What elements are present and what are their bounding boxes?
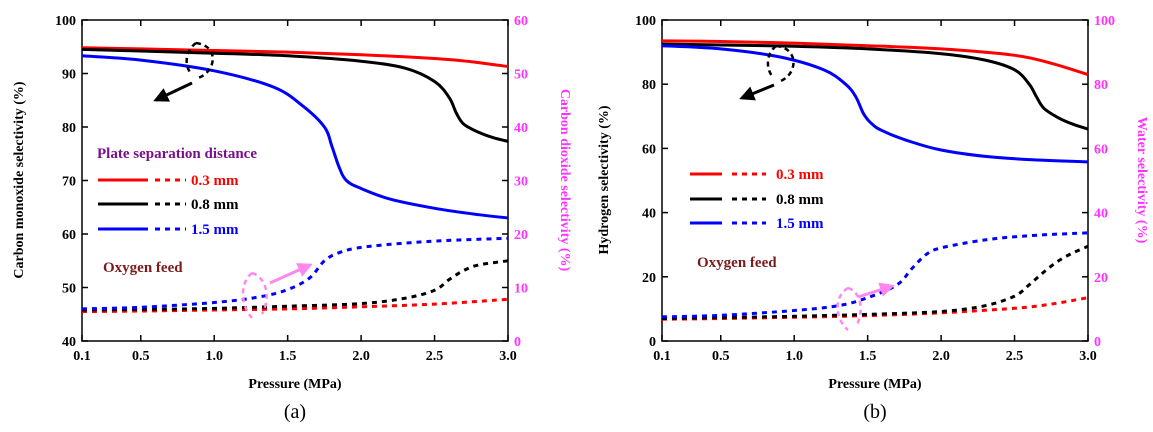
x-tick-label: 3.0 xyxy=(499,349,517,364)
y2-tick-label: 100 xyxy=(1094,14,1115,29)
legend-label: 1.5 mm xyxy=(776,216,824,232)
legend-label: 0.3 mm xyxy=(191,173,239,189)
oxygen-feed-annotation: Oxygen feed xyxy=(103,260,183,276)
arrow-ellipse-icon xyxy=(775,44,795,84)
y2-tick-label: 10 xyxy=(514,282,528,297)
x-tick-label: 1.0 xyxy=(785,349,803,364)
y2-tick-label: 50 xyxy=(514,68,528,83)
y2-axis-label: Water selectivity (%) xyxy=(1134,117,1149,244)
x-tick-label: 2.0 xyxy=(932,349,950,364)
series-line-0-8-mm-solid xyxy=(81,47,509,143)
y-tick-label: 60 xyxy=(62,228,76,243)
x-tick-label: 1.5 xyxy=(279,349,297,364)
x-tick-label: 1.0 xyxy=(205,349,223,364)
legend-label: 0.3 mm xyxy=(776,167,824,183)
legend-label: 0.8 mm xyxy=(191,197,239,213)
y2-tick-label: 60 xyxy=(1094,142,1108,157)
x-axis-label: Pressure (MPa) xyxy=(248,377,342,392)
trend-arrow-icon xyxy=(857,282,895,299)
series-line-1-5-mm-dashed xyxy=(661,231,1089,319)
panel-b: 0.1 0.5 1.0 1.5 2.0 2.5 3.00204060801000204060… xyxy=(597,14,1149,423)
series-line-0-3-mm-solid xyxy=(661,39,1089,77)
legend-label: 1.5 mm xyxy=(191,222,239,238)
arrow-ellipse-icon xyxy=(185,41,197,73)
y-tick-label: 80 xyxy=(642,78,656,93)
y-tick-label: 100 xyxy=(55,14,76,29)
arrow-ellipse-icon xyxy=(241,272,253,319)
legend: 0.3 mm 0.8 mm 1.5 mm xyxy=(98,173,239,238)
y-tick-label: 80 xyxy=(62,121,76,136)
series-line-0-8-mm-solid xyxy=(661,42,1089,131)
y-tick-label: 70 xyxy=(62,175,76,190)
y-axis-label: Hydrogen selectivity (%) xyxy=(597,105,612,254)
y2-tick-label: 0 xyxy=(514,335,521,350)
y2-tick-label: 30 xyxy=(514,175,528,190)
series-line-0-8-mm-dashed xyxy=(81,259,509,312)
arrow-ellipse-icon xyxy=(251,271,268,315)
series-line-1-5-mm-solid xyxy=(661,44,1089,164)
y2-tick-label: 20 xyxy=(1094,271,1108,286)
series-line-0-3-mm-dashed xyxy=(661,296,1089,321)
y2-tick-label: 40 xyxy=(514,121,528,136)
x-tick-label: 3.0 xyxy=(1079,349,1097,364)
y2-axis-label: Carbon dioxide selectivity (%) xyxy=(557,89,572,272)
legend-label: 0.8 mm xyxy=(776,192,824,208)
panel-label: (b) xyxy=(863,401,886,423)
y2-tick-label: 60 xyxy=(514,14,528,29)
arrow-ellipse-icon xyxy=(847,286,862,327)
y2-tick-label: 40 xyxy=(1094,207,1108,222)
series-line-1-5-mm-solid xyxy=(81,54,509,220)
plot-frame xyxy=(661,19,1089,342)
x-tick-label: 0.1 xyxy=(653,349,671,364)
panel-label: (a) xyxy=(284,401,306,423)
x-axis-label: Pressure (MPa) xyxy=(828,377,922,392)
x-tick-label: 0.5 xyxy=(132,349,150,364)
series-line-1-5-mm-dashed xyxy=(81,236,509,311)
y-tick-label: 50 xyxy=(62,282,76,297)
y2-tick-label: 20 xyxy=(514,228,528,243)
y-tick-label: 40 xyxy=(62,335,76,350)
y2-tick-label: 0 xyxy=(1094,335,1101,350)
y-tick-label: 0 xyxy=(649,335,656,350)
trend-arrow-icon xyxy=(153,81,193,102)
legend-title: Plate separation distance xyxy=(97,146,257,162)
arrow-ellipse-icon xyxy=(836,286,849,331)
y-tick-label: 20 xyxy=(642,271,656,286)
arrow-ellipse-icon xyxy=(766,45,777,77)
x-tick-label: 0.5 xyxy=(712,349,730,364)
x-tick-label: 2.5 xyxy=(1006,349,1024,364)
oxygen-feed-annotation: Oxygen feed xyxy=(697,255,777,271)
trend-arrow-icon xyxy=(269,263,313,285)
x-tick-label: 1.5 xyxy=(859,349,877,364)
y-tick-label: 60 xyxy=(642,142,656,157)
panel-a: 0.1 0.5 1.0 1.5 2.0 2.5 3.0 40 50 60 70 80 90 100 0 10 2… xyxy=(12,14,572,423)
y-tick-label: 100 xyxy=(635,14,656,29)
y-tick-label: 90 xyxy=(62,68,76,83)
y-tick-label: 40 xyxy=(642,207,656,222)
y2-tick-label: 80 xyxy=(1094,78,1108,93)
series-line-0-3-mm-solid xyxy=(81,46,509,68)
series-line-0-3-mm-dashed xyxy=(81,297,509,314)
x-tick-label: 2.5 xyxy=(426,349,444,364)
y-axis-label: Carbon monoxide selectivity (%) xyxy=(12,81,27,278)
x-tick-label: 0.1 xyxy=(73,349,91,364)
x-tick-label: 2.0 xyxy=(352,349,370,364)
legend: 0.3 mm 0.8 mm 1.5 mm xyxy=(690,167,824,232)
series-line-0-8-mm-dashed xyxy=(661,244,1089,320)
trend-arrow-icon xyxy=(739,83,775,101)
arrow-ellipse-icon xyxy=(195,41,214,80)
